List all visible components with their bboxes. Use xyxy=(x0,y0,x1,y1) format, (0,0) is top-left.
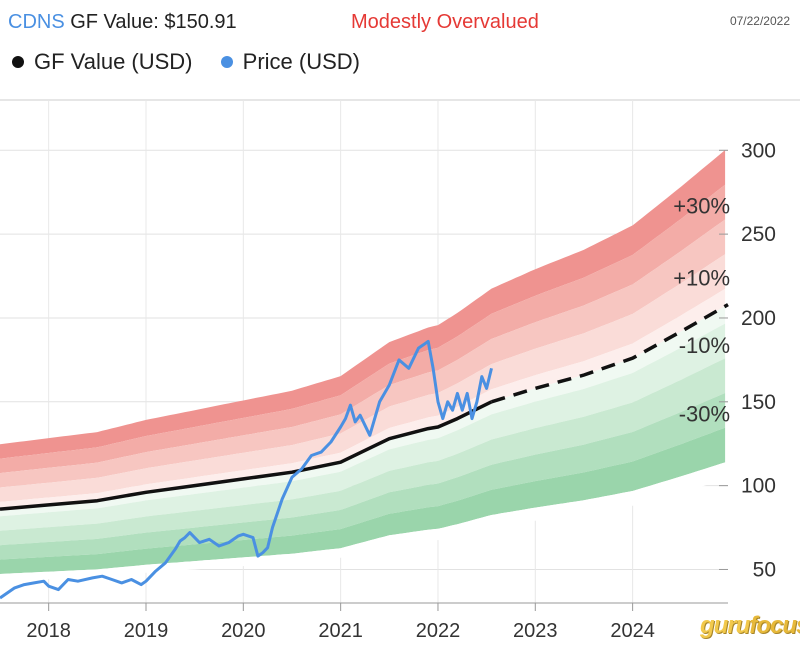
legend-item-gf-value[interactable]: GF Value (USD) xyxy=(12,49,193,75)
x-tick-label-2018: 2018 xyxy=(26,620,71,642)
gf-value-projection-line xyxy=(490,303,729,404)
y-tick-label-250: 250 xyxy=(741,223,776,246)
y-tick-label-200: 200 xyxy=(741,307,776,330)
gf-value-line xyxy=(0,400,493,511)
as-of-date: 07/22/2022 xyxy=(729,14,790,28)
legend-dot-price-icon xyxy=(220,56,233,68)
series-lines xyxy=(0,303,729,600)
band-under-25 xyxy=(0,358,726,546)
valuation-verdict: Modestly Overvalued xyxy=(351,11,539,33)
legend-label-price: Price (USD) xyxy=(242,49,360,74)
y-tick-label-150: 150 xyxy=(741,391,776,414)
y-tick-label-50: 50 xyxy=(753,558,776,581)
x-tick-label-2024: 2024 xyxy=(610,620,655,642)
x-tick-label-2019: 2019 xyxy=(124,620,169,642)
chart-title: CDNS GF Value: $150.91 xyxy=(8,11,237,34)
ticker-symbol[interactable]: CDNS xyxy=(8,11,65,33)
band-label-2: +10% xyxy=(673,266,730,291)
legend-label-gf-value: GF Value (USD) xyxy=(34,49,193,74)
y-tick-label-100: 100 xyxy=(741,475,776,498)
x-tick-label-2021: 2021 xyxy=(318,620,363,642)
band-labels: +30% +10% -10% -30% xyxy=(673,194,730,427)
legend-item-price[interactable]: Price (USD) xyxy=(220,49,360,75)
valuation-bands xyxy=(0,150,726,582)
band-under-35 xyxy=(0,393,726,560)
band-label-4: -30% xyxy=(679,402,730,427)
band-label-1: +30% xyxy=(673,194,730,219)
gf-value-summary: GF Value: $150.91 xyxy=(64,11,237,33)
gurufocus-logo: gurufocus xyxy=(700,612,800,639)
band-under-45 xyxy=(0,427,726,574)
chart-header: CDNS GF Value: $150.91 Modestly Overvalu… xyxy=(0,0,800,100)
chart-legend: GF Value (USD) Price (USD) xyxy=(12,48,382,75)
legend-dot-gf-value-icon xyxy=(12,56,24,68)
y-tick-label-300: 300 xyxy=(741,139,776,162)
axes: 2018 2019 2020 2021 2022 2023 2024 50 100 150 200 2… xyxy=(0,139,776,642)
x-tick-label-2023: 2023 xyxy=(513,620,558,642)
x-tick-label-2020: 2020 xyxy=(221,620,266,642)
band-label-3: -10% xyxy=(679,333,730,358)
price-line xyxy=(0,339,493,600)
x-tick-label-2022: 2022 xyxy=(416,620,461,642)
